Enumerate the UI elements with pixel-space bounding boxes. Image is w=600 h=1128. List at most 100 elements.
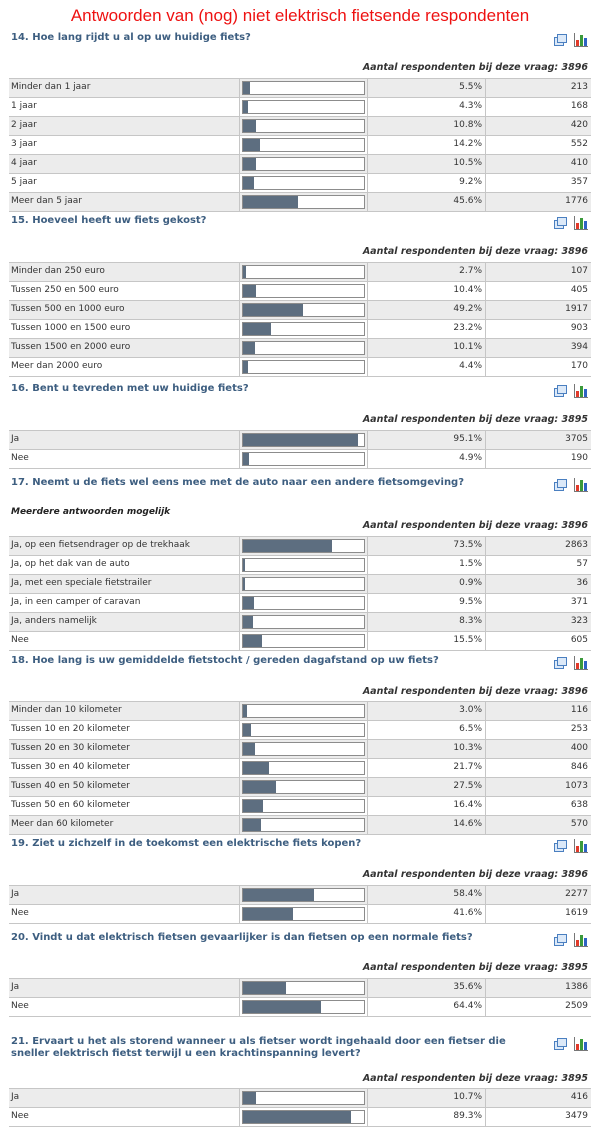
- answer-bar-fill: [243, 908, 293, 920]
- answer-bar-track: [242, 818, 365, 832]
- answer-bar-fill: [243, 304, 303, 316]
- answer-bar-fill: [243, 1001, 321, 1013]
- answer-row: Nee 15.5% 605: [9, 632, 591, 651]
- answer-label: Ja, in een camper of caravan: [11, 597, 141, 607]
- answer-table: Ja 58.4% 2277 Nee 41.6% 1619: [9, 885, 591, 924]
- column-divider: [239, 282, 240, 300]
- column-divider: [485, 816, 486, 834]
- answer-percentage: 8.3%: [459, 616, 482, 626]
- answer-label: Ja: [11, 1092, 20, 1102]
- respondent-count-value: 3896: [561, 246, 588, 257]
- bar-chart-icon[interactable]: [574, 933, 588, 947]
- answer-count: 400: [570, 743, 588, 753]
- respondent-count: Aantal respondenten bij deze vraag: 3896: [363, 246, 588, 257]
- column-divider: [367, 575, 368, 593]
- answer-percentage: 58.4%: [453, 889, 482, 899]
- question-title: 17. Neemt u de fiets wel eens mee met de…: [11, 477, 465, 488]
- answer-label: 2 jaar: [11, 120, 37, 130]
- column-divider: [367, 358, 368, 376]
- column-divider: [485, 613, 486, 631]
- answer-row: Meer dan 5 jaar 45.6% 1776: [9, 193, 591, 212]
- answer-label: Nee: [11, 635, 29, 645]
- question-title: 20. Vindt u dat elektrisch fietsen gevaa…: [11, 932, 473, 943]
- question-section: 20. Vindt u dat elektrisch fietsen gevaa…: [9, 932, 591, 1017]
- answer-count: 2509: [565, 1001, 588, 1011]
- answer-bar-track: [242, 907, 365, 921]
- answer-bar-track: [242, 341, 365, 355]
- respondent-count: Aantal respondenten bij deze vraag: 3896: [363, 62, 588, 73]
- column-divider: [239, 98, 240, 116]
- answer-percentage: 89.3%: [453, 1111, 482, 1121]
- bar-chart-icon[interactable]: [574, 33, 588, 47]
- table-view-icon[interactable]: [554, 934, 567, 946]
- respondent-count: Aantal respondenten bij deze vraag: 3896: [363, 686, 588, 697]
- table-view-icon[interactable]: [554, 385, 567, 397]
- column-divider: [485, 174, 486, 192]
- answer-bar-track: [242, 799, 365, 813]
- answer-bar-track: [242, 539, 365, 553]
- question-header: 21. Ervaart u het als storend wanneer u …: [9, 1036, 591, 1059]
- answer-row: 4 jaar 10.5% 410: [9, 155, 591, 174]
- table-view-icon[interactable]: [554, 479, 567, 491]
- column-divider: [367, 979, 368, 997]
- column-divider: [239, 575, 240, 593]
- bar-chart-icon[interactable]: [574, 478, 588, 492]
- answer-count: 420: [570, 120, 588, 130]
- question-header: 19. Ziet u zichzelf in de toekomst een e…: [9, 838, 591, 858]
- respondent-count: Aantal respondenten bij deze vraag: 3896: [363, 869, 588, 880]
- answer-percentage: 10.3%: [453, 743, 482, 753]
- column-divider: [485, 1108, 486, 1126]
- answer-row: Tussen 50 en 60 kilometer 16.4% 638: [9, 797, 591, 816]
- answer-bar-track: [242, 723, 365, 737]
- bar-chart-icon[interactable]: [574, 1037, 588, 1051]
- answer-bar-fill: [243, 120, 256, 132]
- column-divider: [367, 613, 368, 631]
- question-title: 15. Hoeveel heeft uw fiets gekost?: [11, 215, 207, 226]
- column-divider: [485, 155, 486, 173]
- answer-label: Tussen 40 en 50 kilometer: [11, 781, 130, 791]
- column-divider: [367, 450, 368, 468]
- column-divider: [367, 282, 368, 300]
- bar-chart-icon[interactable]: [574, 384, 588, 398]
- column-divider: [367, 136, 368, 154]
- column-divider: [239, 886, 240, 904]
- respondent-count-label: Aantal respondenten bij deze vraag:: [362, 1073, 559, 1084]
- respondent-count-value: 3895: [561, 414, 588, 425]
- answer-count: 2277: [565, 889, 588, 899]
- question-section: 19. Ziet u zichzelf in de toekomst een e…: [9, 838, 591, 924]
- answer-bar-track: [242, 100, 365, 114]
- table-view-icon[interactable]: [554, 217, 567, 229]
- question-title: 19. Ziet u zichzelf in de toekomst een e…: [11, 838, 362, 849]
- answer-bar-track: [242, 596, 365, 610]
- answer-row: Minder dan 1 jaar 5.5% 213: [9, 79, 591, 98]
- column-divider: [367, 886, 368, 904]
- column-divider: [485, 1089, 486, 1107]
- table-view-icon[interactable]: [554, 657, 567, 669]
- answer-count: 36: [576, 578, 588, 588]
- bar-chart-icon[interactable]: [574, 839, 588, 853]
- answer-bar-track: [242, 761, 365, 775]
- column-divider: [485, 450, 486, 468]
- answer-count: 1386: [565, 982, 588, 992]
- answer-label: Minder dan 10 kilometer: [11, 705, 122, 715]
- column-divider: [485, 358, 486, 376]
- answer-bar-track: [242, 888, 365, 902]
- table-view-icon[interactable]: [554, 840, 567, 852]
- answer-row: 5 jaar 9.2% 357: [9, 174, 591, 193]
- column-divider: [485, 575, 486, 593]
- question-header: 15. Hoeveel heeft uw fiets gekost?: [9, 215, 591, 235]
- respondent-count: Aantal respondenten bij deze vraag: 3895: [363, 414, 588, 425]
- column-divider: [239, 136, 240, 154]
- answer-percentage: 35.6%: [453, 982, 482, 992]
- column-divider: [239, 1108, 240, 1126]
- table-view-icon[interactable]: [554, 1038, 567, 1050]
- answer-percentage: 21.7%: [453, 762, 482, 772]
- bar-chart-icon[interactable]: [574, 216, 588, 230]
- table-view-icon[interactable]: [554, 34, 567, 46]
- column-divider: [367, 155, 368, 173]
- bar-chart-icon[interactable]: [574, 656, 588, 670]
- multiple-answers-note: Meerdere antwoorden mogelijk: [11, 507, 171, 517]
- answer-row: Tussen 1500 en 2000 euro 10.1% 394: [9, 339, 591, 358]
- answer-count: 371: [570, 597, 588, 607]
- column-divider: [367, 537, 368, 555]
